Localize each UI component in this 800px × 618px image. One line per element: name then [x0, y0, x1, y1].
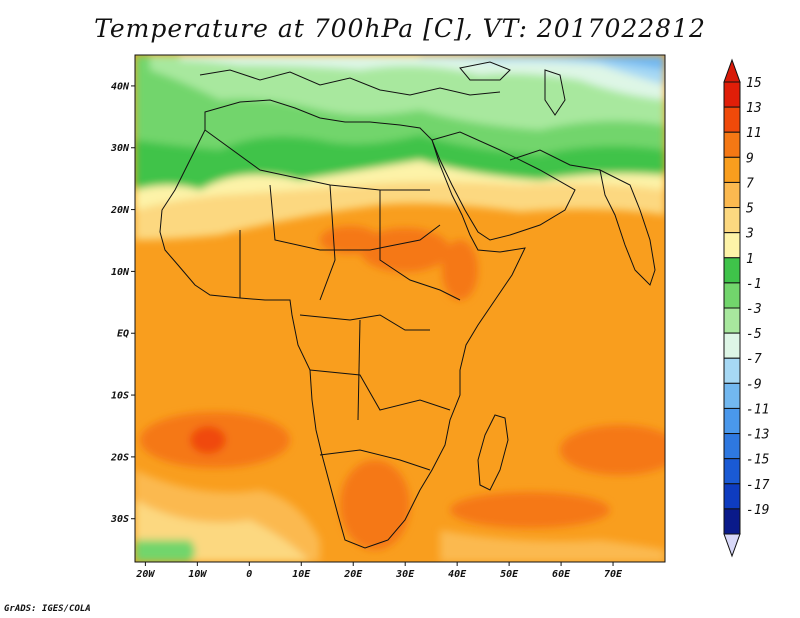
colorbar-label: -17 — [746, 478, 770, 493]
colorbar-swatch — [723, 382, 741, 409]
colorbar-label: 11 — [746, 126, 762, 141]
lon-tick-label: 60E — [552, 569, 571, 580]
colorbar-top-arrow — [723, 58, 741, 83]
colorbar-label: 7 — [746, 176, 754, 191]
colorbar-label: -1 — [746, 277, 762, 292]
lon-tick-label: 40E — [448, 569, 467, 580]
colorbar-label: -19 — [746, 503, 769, 518]
colorbar-label: 15 — [746, 76, 762, 91]
lat-tick-label: 30S — [110, 514, 129, 525]
colorbar-label: -9 — [746, 377, 762, 392]
colorbar-swatch — [723, 257, 741, 284]
colorbar-swatch — [723, 307, 741, 334]
colorbar-label: -7 — [746, 352, 762, 367]
lon-tick-label: 10W — [188, 569, 207, 580]
lat-tick-label: 30N — [110, 143, 130, 154]
colorbar-label: 9 — [746, 151, 754, 166]
lon-tick-label: 10E — [292, 569, 311, 580]
colorbar-swatch — [723, 232, 741, 259]
lat-tick-label: 20N — [110, 205, 130, 216]
colorbar-swatch — [723, 282, 741, 309]
colorbar-label: -13 — [746, 428, 769, 443]
colorbar-label: -5 — [746, 327, 762, 342]
lon-tick-label: 0 — [246, 569, 252, 580]
lon-tick-label: 20W — [135, 569, 155, 580]
colorbar-swatch — [723, 181, 741, 209]
colorbar-label: -11 — [746, 402, 769, 417]
latitude-axis: 40N 30N 20N 10N EQ 10S 20S 30S — [110, 81, 135, 525]
map-title: Temperature at 700hPa [C], VT: 201702281… — [94, 14, 706, 43]
colorbar-swatch — [723, 106, 741, 133]
lon-tick-label: 20E — [343, 569, 363, 580]
colorbar-swatch — [723, 483, 741, 510]
colorbar-swatch — [723, 458, 741, 485]
colorbar: 15 13 11 9 7 5 3 1 -1 -3 -5 -7 -9 -11 -13 -15 -17 -19 — [723, 58, 770, 558]
colorbar-swatch — [723, 357, 741, 384]
colorbar-label: 3 — [745, 227, 754, 242]
longitude-axis: 20W 10W 0 10E 20E 30E 40E 50E 60E 70E — [135, 562, 623, 580]
colorbar-bottom-arrow — [723, 533, 741, 558]
lat-tick-label: 20S — [110, 452, 129, 463]
lat-tick-label: 10S — [111, 391, 129, 402]
lon-tick-label: 50E — [500, 569, 519, 580]
colorbar-label: -3 — [746, 302, 762, 317]
colorbar-swatch — [723, 407, 741, 435]
colorbar-swatch — [723, 156, 741, 183]
lon-tick-label: 30E — [395, 569, 415, 580]
colorbar-swatch — [723, 81, 741, 108]
coastlines — [159, 61, 656, 549]
colorbar-swatch — [723, 207, 741, 234]
colorbar-label: 13 — [746, 101, 762, 116]
lat-tick-label: 10N — [111, 267, 130, 278]
colorbar-label: -15 — [746, 453, 770, 468]
colorbar-label: 1 — [746, 252, 754, 267]
lat-tick-label: 40N — [111, 81, 130, 92]
colorbar-label: 5 — [746, 202, 754, 217]
colorbar-swatch — [723, 508, 741, 535]
colorbar-swatch — [723, 131, 741, 158]
grads-credit: GrADS: IGES/COLA — [4, 604, 91, 614]
colorbar-swatch — [723, 332, 741, 359]
temperature-field — [135, 55, 665, 562]
lat-tick-label: EQ — [117, 329, 129, 340]
plot-frame — [134, 54, 666, 563]
lon-tick-label: 70E — [604, 569, 623, 580]
colorbar-swatch — [723, 433, 741, 460]
